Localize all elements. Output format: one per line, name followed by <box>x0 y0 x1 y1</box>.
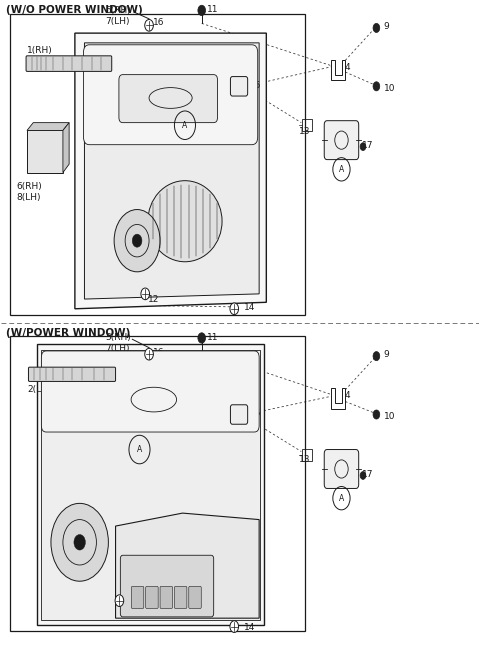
Circle shape <box>360 472 366 479</box>
Polygon shape <box>41 350 260 620</box>
Text: 5(RH)
7(LH): 5(RH) 7(LH) <box>105 6 131 26</box>
Polygon shape <box>27 123 69 131</box>
FancyBboxPatch shape <box>189 586 201 608</box>
Text: 14: 14 <box>244 303 255 312</box>
Circle shape <box>114 209 160 272</box>
Circle shape <box>132 234 142 247</box>
Text: 15: 15 <box>250 410 261 419</box>
Text: 13: 13 <box>300 127 311 136</box>
Text: 9: 9 <box>384 350 389 359</box>
Text: 14: 14 <box>244 623 255 632</box>
Text: A: A <box>182 121 188 130</box>
Text: 1(RH)
2(LH): 1(RH) 2(LH) <box>27 46 53 66</box>
Text: 4: 4 <box>344 63 350 72</box>
Circle shape <box>74 534 85 550</box>
Text: 10: 10 <box>384 84 395 93</box>
FancyBboxPatch shape <box>119 75 217 123</box>
Text: 17: 17 <box>362 142 373 151</box>
Text: 4: 4 <box>344 391 350 400</box>
Circle shape <box>373 82 380 91</box>
Text: 17: 17 <box>362 470 373 478</box>
FancyBboxPatch shape <box>41 351 259 432</box>
Polygon shape <box>27 131 63 173</box>
Polygon shape <box>84 43 259 299</box>
Text: (W/POWER WINDOW): (W/POWER WINDOW) <box>6 328 131 337</box>
Text: 6(RH)
8(LH): 6(RH) 8(LH) <box>16 182 42 202</box>
Text: 5(RH)
7(LH): 5(RH) 7(LH) <box>105 333 131 353</box>
Polygon shape <box>36 344 264 625</box>
FancyBboxPatch shape <box>120 555 214 617</box>
Circle shape <box>198 5 205 16</box>
Circle shape <box>141 288 150 300</box>
Text: A: A <box>339 165 344 174</box>
Bar <box>302 120 312 131</box>
Circle shape <box>230 303 239 315</box>
Circle shape <box>145 348 154 360</box>
Text: (W/O POWER WINDOW): (W/O POWER WINDOW) <box>6 5 143 15</box>
Polygon shape <box>63 123 69 173</box>
Text: 13: 13 <box>300 456 311 464</box>
Circle shape <box>51 503 108 581</box>
Text: 15: 15 <box>250 81 261 90</box>
Circle shape <box>360 143 366 151</box>
Bar <box>302 449 312 461</box>
Bar <box>10 14 305 315</box>
Text: 3: 3 <box>337 459 343 467</box>
Text: 11: 11 <box>206 333 218 342</box>
Text: A: A <box>339 494 344 502</box>
Text: 16: 16 <box>153 18 164 27</box>
Ellipse shape <box>148 181 222 262</box>
FancyBboxPatch shape <box>230 77 248 96</box>
Circle shape <box>373 410 380 419</box>
FancyBboxPatch shape <box>230 405 248 424</box>
Text: 10: 10 <box>384 412 395 421</box>
Text: 11: 11 <box>206 5 218 14</box>
FancyBboxPatch shape <box>132 586 144 608</box>
Text: 1(RH)
2(LH): 1(RH) 2(LH) <box>27 374 53 394</box>
Polygon shape <box>116 513 259 618</box>
FancyBboxPatch shape <box>28 367 116 382</box>
FancyBboxPatch shape <box>174 586 187 608</box>
FancyBboxPatch shape <box>26 56 112 72</box>
Text: A: A <box>137 445 142 454</box>
FancyBboxPatch shape <box>324 121 359 160</box>
Polygon shape <box>75 33 266 309</box>
Circle shape <box>145 20 154 31</box>
Text: 3: 3 <box>337 131 343 140</box>
Bar <box>10 336 305 631</box>
Text: 16: 16 <box>153 348 164 357</box>
Text: 12: 12 <box>121 602 132 611</box>
Circle shape <box>230 621 239 632</box>
Circle shape <box>373 352 380 361</box>
FancyBboxPatch shape <box>160 586 172 608</box>
Text: 9: 9 <box>384 22 389 31</box>
Circle shape <box>198 333 205 343</box>
FancyBboxPatch shape <box>84 45 258 145</box>
Circle shape <box>115 595 124 606</box>
FancyBboxPatch shape <box>146 586 158 608</box>
Text: 12: 12 <box>148 295 159 304</box>
Circle shape <box>373 23 380 32</box>
Text: 6(RH)
8(LH): 6(RH) 8(LH) <box>178 517 204 538</box>
FancyBboxPatch shape <box>324 450 359 488</box>
